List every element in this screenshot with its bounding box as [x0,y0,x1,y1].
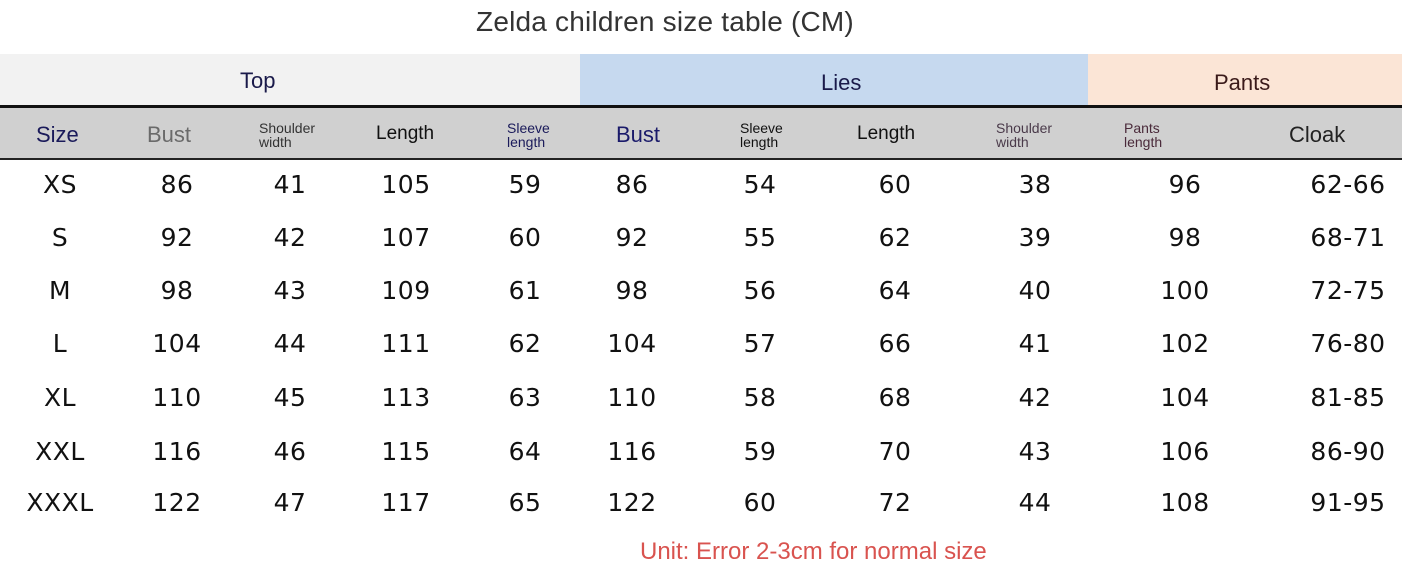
table-cell: 106 [1160,437,1210,466]
size-label-cell: L [52,329,68,358]
table-cell: 46 [273,437,307,466]
table-cell: 68 [878,383,912,412]
size-label-cell: XXXL [26,488,94,517]
table-cell: 86-90 [1310,437,1386,466]
table-cell: 91-95 [1310,488,1386,517]
table-title: Zelda children size table (CM) [476,6,854,37]
table-cell: 62 [878,223,912,252]
table-cell: 76-80 [1310,329,1386,358]
table-cell: 72-75 [1310,276,1386,305]
group-label-lies: Lies [821,70,862,95]
subheader-divider [0,158,1402,160]
col-lies-bust: Bust [616,122,661,147]
table-cell: 44 [1018,488,1052,517]
col-size: Size [36,122,79,147]
table-cell: 110 [152,383,202,412]
table-cell: 100 [1160,276,1210,305]
table-cell: 64 [878,276,912,305]
table-cell: 70 [878,437,912,466]
table-cell: 102 [1160,329,1210,358]
table-cell: 92 [160,223,194,252]
group-label-top: Top [240,68,276,93]
table-cell: 43 [1018,437,1052,466]
table-cell: 115 [381,437,431,466]
table-cell: 104 [152,329,202,358]
table-cell: 113 [381,383,431,412]
size-label-cell: XS [43,170,77,199]
col-top-length: Length [376,123,435,144]
table-cell: 116 [607,437,657,466]
table-cell: 42 [273,223,307,252]
col-lies-shoulder-width: Shoulder width [996,120,1053,150]
table-cell: 117 [381,488,431,517]
table-cell: 86 [160,170,194,199]
table-cell: 42 [1018,383,1052,412]
group-label-pants: Pants [1214,70,1271,95]
table-cell: 63 [508,383,542,412]
table-cell: 65 [508,488,542,517]
size-label-cell: M [48,276,72,305]
col-top-bust: Bust [147,122,192,147]
table-cell: 92 [615,223,649,252]
table-cell: 116 [152,437,202,466]
unit-note: Unit: Error 2-3cm for normal size [640,538,987,565]
table-cell: 105 [381,170,431,199]
table-cell: 110 [607,383,657,412]
col-lies-length: Length [857,123,916,144]
column-header-row: Size Bust Shoulder width Length Sleeve len… [0,108,1402,158]
header-divider [0,105,1402,108]
table-cell: 122 [152,488,202,517]
table-cell: 60 [878,170,912,199]
table-cell: 43 [273,276,307,305]
table-cell: 122 [607,488,657,517]
table-cell: 107 [381,223,431,252]
group-header-lies: Lies [580,54,1088,106]
table-cell: 61 [508,276,542,305]
table-cell: 41 [1018,329,1052,358]
col-cloak: Cloak [1289,122,1346,147]
table-cell: 108 [1160,488,1210,517]
table-cell: 96 [1168,170,1202,199]
table-cell: 64 [508,437,542,466]
table-cell: 98 [1168,223,1202,252]
table-cell: 68-71 [1310,223,1386,252]
table-cell: 98 [160,276,194,305]
table-cell: 56 [743,276,777,305]
table-cell: 60 [508,223,542,252]
col-top-shoulder-width: Shoulder width [259,120,316,150]
table-cell: 58 [743,383,777,412]
size-label-cell: S [51,223,69,252]
table-cell: 111 [381,329,431,358]
group-header-top: Top [0,54,580,106]
group-header-pants: Pants [1088,54,1402,106]
table-cell: 62-66 [1310,170,1386,199]
table-cell: 57 [743,329,777,358]
table-cell: 39 [1018,223,1052,252]
table-cell: 62 [508,329,542,358]
table-cell: 40 [1018,276,1052,305]
col-lies-sleeve-length: Sleeve length [740,120,783,150]
table-cell: 60 [743,488,777,517]
col-pants-length: Pants length [1124,120,1163,150]
size-label-cell: XL [43,383,77,412]
table-cell: 41 [273,170,307,199]
table-cell: 54 [743,170,777,199]
table-cell: 59 [743,437,777,466]
table-cell: 98 [615,276,649,305]
table-cell: 72 [878,488,912,517]
table-cell: 38 [1018,170,1052,199]
table-cell: 86 [615,170,649,199]
table-cell: 47 [273,488,307,517]
size-label-cell: XXL [35,437,85,466]
table-cell: 45 [273,383,307,412]
table-cell: 59 [508,170,542,199]
table-cell: 81-85 [1310,383,1386,412]
table-cell: 104 [1160,383,1210,412]
table-cell: 66 [878,329,912,358]
table-cell: 109 [381,276,431,305]
table-cell: 44 [273,329,307,358]
table-cell: 55 [743,223,777,252]
col-top-sleeve-length: Sleeve length [507,120,550,150]
table-cell: 104 [607,329,657,358]
